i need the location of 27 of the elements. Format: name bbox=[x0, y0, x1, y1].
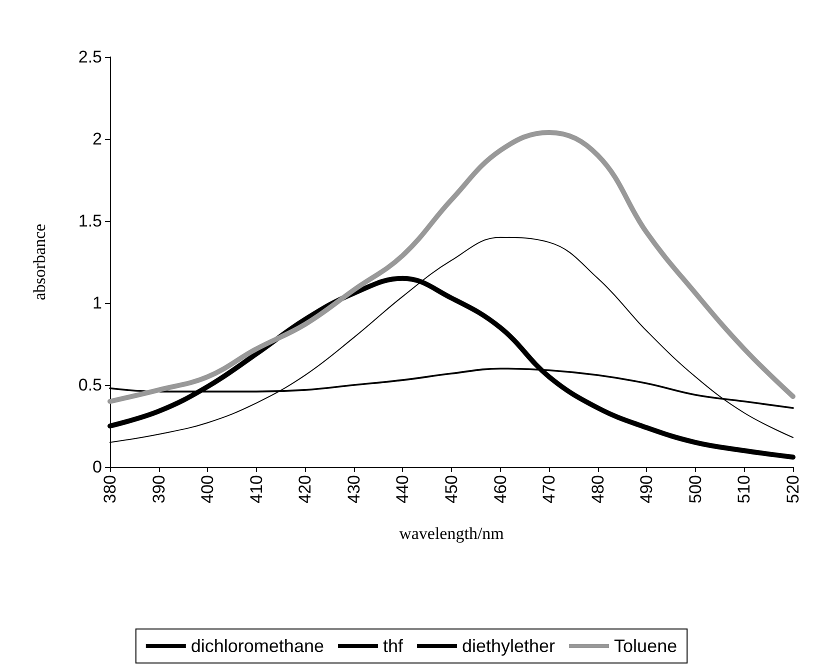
y-axis-title: absorbance bbox=[30, 224, 49, 300]
legend-label: dichloromethane bbox=[190, 636, 324, 656]
y-tick-label: 1.5 bbox=[78, 212, 102, 230]
x-tick-label: 460 bbox=[490, 475, 510, 504]
legend-label: thf bbox=[382, 636, 404, 656]
x-tick-label: 420 bbox=[296, 475, 315, 504]
y-tick-label: 0.5 bbox=[78, 376, 102, 394]
y-tick-label: 0 bbox=[92, 458, 102, 476]
legend-label: Toluene bbox=[614, 636, 678, 656]
x-tick-label: 490 bbox=[637, 475, 656, 504]
x-axis-title: wavelength/nm bbox=[399, 524, 504, 543]
y-tick-label: 2 bbox=[92, 130, 102, 148]
x-tick-label: 470 bbox=[540, 475, 559, 504]
legend-label: diethylether bbox=[462, 636, 556, 656]
x-tick-label: 500 bbox=[686, 475, 705, 504]
x-tick-label: 480 bbox=[588, 475, 608, 504]
x-tick-label: 440 bbox=[393, 475, 412, 504]
y-tick-label: 2.5 bbox=[78, 48, 102, 66]
x-tick-label: 380 bbox=[100, 475, 120, 504]
x-tick-label: 390 bbox=[149, 475, 168, 504]
x-tick-label: 510 bbox=[734, 475, 754, 504]
x-tick-label: 400 bbox=[198, 475, 218, 504]
x-tick-label: 520 bbox=[784, 475, 802, 504]
x-tick-label: 430 bbox=[344, 475, 364, 504]
y-tick-label: 1 bbox=[92, 294, 102, 312]
x-tick-label: 410 bbox=[246, 475, 266, 504]
x-tick-label: 450 bbox=[442, 475, 461, 504]
